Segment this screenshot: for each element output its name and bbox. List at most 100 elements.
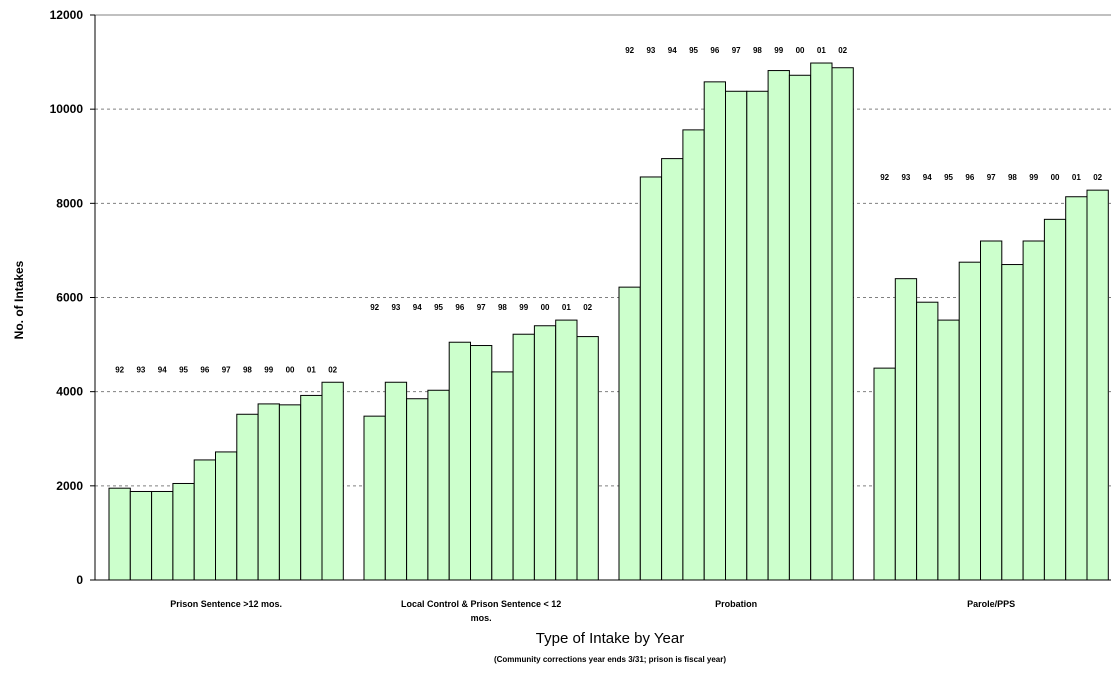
bar [980, 240, 1003, 581]
year-label: 97 [477, 303, 486, 312]
year-label: 95 [434, 303, 443, 312]
year-label: 99 [774, 46, 783, 55]
year-label: 95 [179, 365, 188, 374]
y-tick-label: 10000 [50, 102, 84, 116]
year-label: 94 [413, 303, 422, 312]
category-label: mos. [471, 613, 492, 623]
bar [1022, 240, 1045, 581]
year-label: 00 [796, 46, 805, 55]
year-label: 96 [455, 303, 464, 312]
category-label: Parole/PPS [967, 599, 1015, 609]
year-label: 92 [115, 365, 124, 374]
year-labels: 92 93 94 95 96 97 98 99 00 01 02 92 93 94 95 96 97 98 99 00… [115, 46, 1102, 374]
bar [108, 487, 131, 581]
bar [937, 319, 960, 581]
year-label: 94 [923, 173, 932, 182]
bar [384, 381, 408, 581]
year-label: 99 [1029, 173, 1038, 182]
category-label: Local Control & Prison Sentence < 12 [401, 599, 561, 609]
y-tick-label: 0 [76, 573, 83, 587]
bar [661, 158, 684, 581]
bar [894, 278, 918, 581]
year-label: 97 [732, 46, 741, 55]
category-labels: Prison Sentence >12 mos. Local Control & … [170, 599, 1015, 623]
bar [788, 74, 812, 581]
bar [236, 413, 259, 581]
bar [725, 90, 748, 581]
bar [321, 381, 344, 581]
y-axis-label: No. of Intakes [12, 260, 26, 339]
bar [151, 490, 174, 581]
year-label: 02 [583, 303, 592, 312]
bar [1065, 196, 1088, 581]
bar [831, 67, 854, 581]
bar [172, 482, 195, 581]
year-label: 94 [158, 365, 167, 374]
bar [639, 176, 663, 581]
axes [94, 15, 1111, 581]
bar [193, 459, 216, 581]
y-tick-labels: 0 2000 4000 6000 8000 10000 12000 [50, 8, 84, 587]
bar [215, 451, 238, 581]
year-label: 97 [987, 173, 996, 182]
bar [1043, 218, 1067, 581]
category-label: Prison Sentence >12 mos. [170, 599, 282, 609]
bar [129, 490, 153, 581]
bar [576, 336, 599, 581]
year-label: 96 [200, 365, 209, 374]
bar [703, 81, 727, 581]
year-label: 01 [562, 303, 571, 312]
bar [470, 345, 493, 581]
bar [810, 62, 833, 581]
bar [512, 333, 535, 581]
year-label: 93 [646, 46, 655, 55]
year-label: 99 [264, 365, 273, 374]
year-label: 01 [307, 365, 316, 374]
year-label: 93 [391, 303, 400, 312]
x-axis-label: Type of Intake by Year [536, 630, 684, 647]
bar [533, 325, 557, 581]
year-label: 96 [710, 46, 719, 55]
year-label: 00 [541, 303, 550, 312]
bar [491, 371, 514, 581]
y-tick-label: 8000 [56, 196, 83, 210]
year-label: 94 [668, 46, 677, 55]
year-label: 02 [1093, 173, 1102, 182]
bar [300, 394, 323, 581]
bar [746, 90, 769, 581]
year-label: 00 [286, 365, 295, 374]
year-label: 02 [328, 365, 337, 374]
bar [1086, 189, 1109, 581]
year-label: 02 [838, 46, 847, 55]
bar [406, 398, 429, 581]
year-label: 93 [901, 173, 910, 182]
y-tick-label: 6000 [56, 291, 83, 305]
bar [278, 404, 302, 581]
year-label: 98 [1008, 173, 1017, 182]
bar [958, 261, 982, 581]
bar [448, 341, 472, 581]
y-tick-label: 4000 [56, 385, 83, 399]
year-label: 92 [370, 303, 379, 312]
year-label: 96 [965, 173, 974, 182]
year-label: 99 [519, 303, 528, 312]
bar [555, 319, 578, 581]
bar [767, 70, 790, 581]
bar [1001, 264, 1024, 581]
year-label: 01 [1072, 173, 1081, 182]
bar [257, 403, 280, 581]
year-label: 92 [880, 173, 889, 182]
year-label: 95 [944, 173, 953, 182]
year-label: 93 [136, 365, 145, 374]
bar [363, 415, 386, 581]
bar [682, 129, 705, 581]
bar [873, 367, 896, 581]
year-label: 98 [498, 303, 507, 312]
x-axis-subtitle: (Community corrections year ends 3/31; p… [494, 655, 726, 664]
category-label: Probation [715, 599, 757, 609]
bar [618, 286, 641, 581]
year-label: 92 [625, 46, 634, 55]
bars [108, 62, 1109, 581]
year-label: 01 [817, 46, 826, 55]
